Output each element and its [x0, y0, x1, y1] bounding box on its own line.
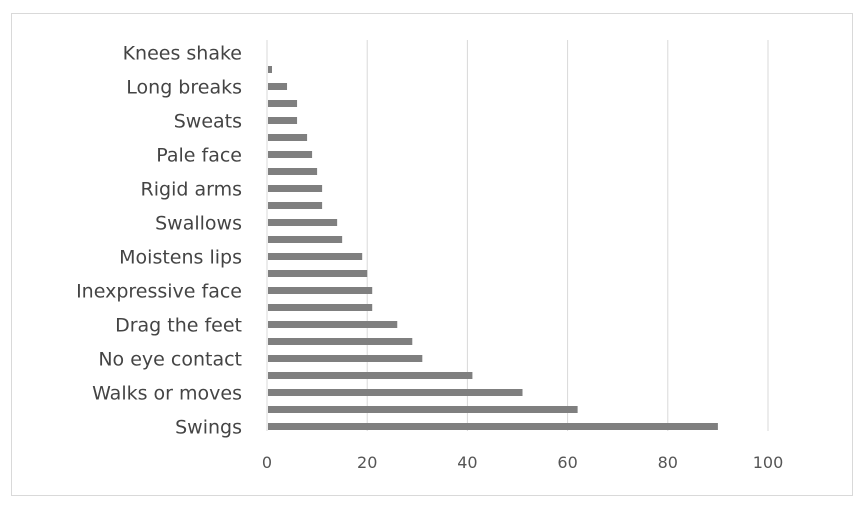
category-label: Drag the feet	[115, 315, 242, 337]
bar	[268, 202, 323, 209]
bar	[268, 100, 298, 107]
bar	[268, 253, 363, 260]
category-label: Moistens lips	[119, 247, 242, 269]
bar	[268, 66, 273, 73]
x-axis-tick-labels: 0 20 40 60 80 100	[262, 453, 783, 472]
bar	[268, 83, 288, 90]
bar	[268, 270, 368, 277]
bar	[268, 117, 298, 124]
bar	[268, 321, 398, 328]
x-tick-label: 0	[262, 453, 272, 472]
chart-frame	[11, 13, 853, 496]
bar	[268, 151, 313, 158]
x-tick-label: 40	[457, 453, 477, 472]
bar	[268, 423, 718, 430]
category-labels: Swings Walks or moves No eye contact Drag t…	[76, 43, 242, 439]
bar	[268, 372, 473, 379]
x-tick-label: 20	[357, 453, 377, 472]
gridlines	[266, 40, 769, 431]
bar	[268, 185, 323, 192]
bar	[268, 219, 338, 226]
bar	[268, 236, 343, 243]
x-tick-label: 80	[658, 453, 678, 472]
x-tick-label: 100	[753, 453, 784, 472]
category-label: Rigid arms	[141, 179, 242, 201]
category-label: Swings	[175, 417, 242, 439]
category-label: Pale face	[156, 145, 242, 167]
bar	[268, 406, 578, 413]
bar	[268, 389, 523, 396]
category-label: Swallows	[155, 213, 242, 235]
bar	[268, 355, 423, 362]
bar	[268, 304, 373, 311]
bar	[268, 338, 413, 345]
bar	[268, 287, 373, 294]
category-label: Long breaks	[126, 77, 242, 99]
bars	[268, 66, 718, 430]
bar	[268, 168, 318, 175]
x-tick-label: 60	[557, 453, 577, 472]
category-label: Walks or moves	[92, 383, 242, 405]
category-label: Sweats	[174, 111, 242, 133]
category-label: Knees shake	[123, 43, 242, 65]
category-label: Inexpressive face	[76, 281, 242, 303]
category-label: No eye contact	[98, 349, 242, 371]
bar	[268, 134, 308, 141]
